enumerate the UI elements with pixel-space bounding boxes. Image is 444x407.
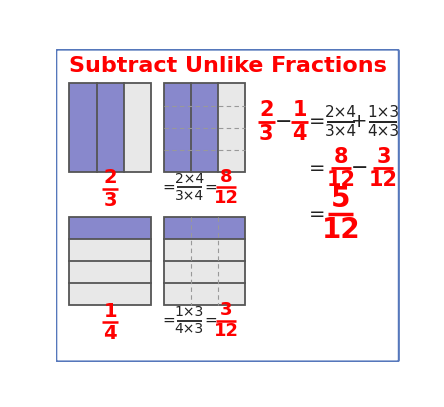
- Text: 3: 3: [103, 190, 117, 210]
- Bar: [69, 261, 151, 283]
- Bar: [164, 261, 246, 283]
- Text: =: =: [162, 313, 174, 328]
- Text: 1: 1: [103, 302, 117, 321]
- Text: 12: 12: [321, 216, 360, 244]
- Bar: [164, 83, 246, 172]
- Text: −: −: [351, 158, 368, 178]
- Text: 3: 3: [376, 147, 391, 166]
- Text: 5: 5: [331, 185, 350, 213]
- Text: 2: 2: [259, 101, 274, 120]
- Text: 3×4: 3×4: [174, 189, 204, 203]
- Text: 2×4: 2×4: [325, 105, 357, 120]
- Bar: [164, 217, 246, 305]
- Bar: [69, 217, 151, 305]
- Text: 1×3: 1×3: [174, 305, 204, 319]
- FancyBboxPatch shape: [56, 50, 399, 361]
- Bar: [97, 83, 124, 172]
- Bar: [69, 283, 151, 305]
- Bar: [69, 83, 97, 172]
- Bar: [191, 83, 218, 172]
- Text: Subtract Unlike Fractions: Subtract Unlike Fractions: [69, 56, 386, 76]
- Text: =: =: [205, 313, 217, 328]
- Text: +: +: [351, 112, 368, 131]
- Text: 2: 2: [103, 168, 117, 188]
- Text: 4: 4: [103, 324, 117, 343]
- Bar: [69, 217, 151, 239]
- Bar: [218, 83, 246, 172]
- Text: =: =: [309, 159, 325, 178]
- Text: 3: 3: [220, 301, 233, 319]
- Text: =: =: [309, 205, 325, 224]
- Bar: [69, 83, 151, 172]
- Text: 4×3: 4×3: [174, 322, 204, 336]
- Bar: [69, 239, 151, 261]
- Text: 1×3: 1×3: [367, 105, 400, 120]
- Text: 12: 12: [369, 170, 398, 190]
- Text: 2×4: 2×4: [174, 172, 204, 186]
- Text: 12: 12: [214, 322, 239, 340]
- Bar: [164, 239, 246, 261]
- Text: 3: 3: [259, 124, 274, 144]
- Text: 8: 8: [333, 147, 348, 166]
- Text: 3×4: 3×4: [325, 124, 357, 138]
- Bar: [124, 83, 151, 172]
- Bar: [164, 83, 191, 172]
- Text: 12: 12: [326, 170, 355, 190]
- Text: −: −: [274, 112, 292, 132]
- Text: =: =: [205, 180, 217, 195]
- Text: 4: 4: [293, 124, 307, 144]
- Text: 1: 1: [293, 101, 307, 120]
- Text: =: =: [309, 112, 325, 131]
- Text: 8: 8: [220, 168, 233, 186]
- Text: 4×3: 4×3: [367, 124, 400, 138]
- Text: =: =: [162, 180, 174, 195]
- Bar: [164, 217, 246, 239]
- Bar: [164, 283, 246, 305]
- Text: 12: 12: [214, 189, 239, 207]
